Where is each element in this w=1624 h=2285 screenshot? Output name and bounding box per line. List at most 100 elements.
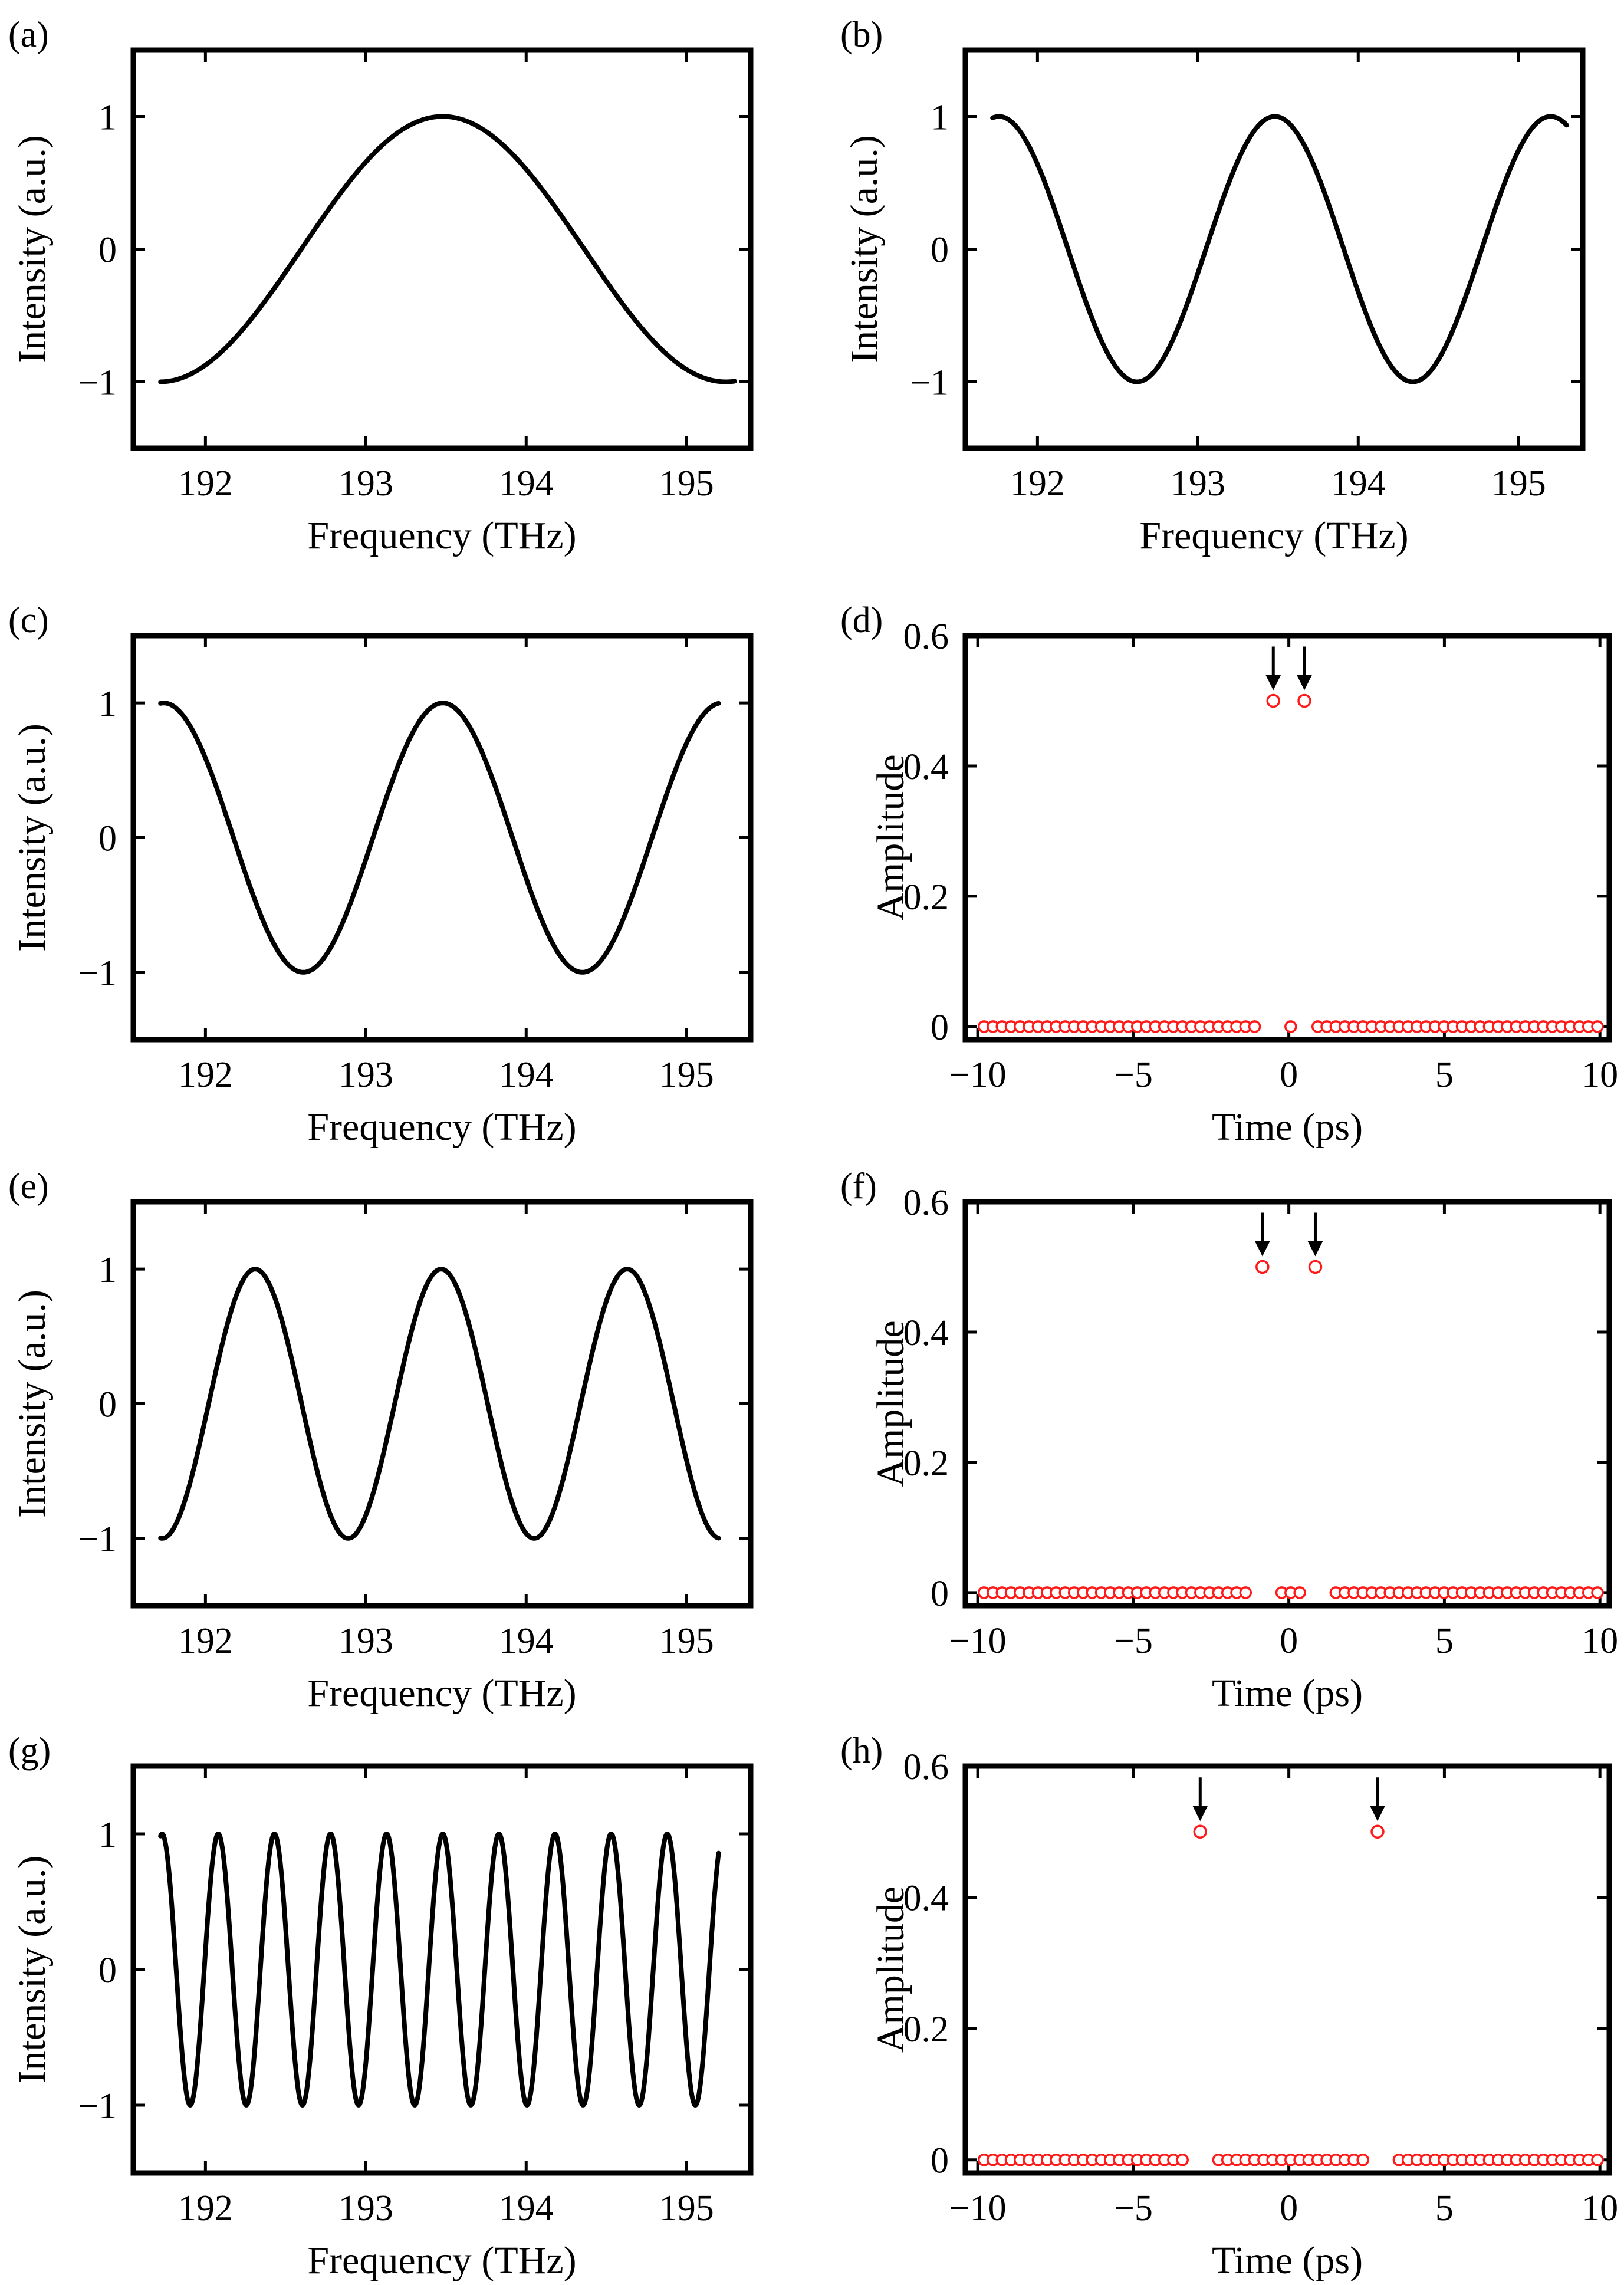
series-line (158, 701, 721, 975)
x-axis-title: Time (ps) (1212, 1672, 1363, 1715)
x-tick-label: −5 (1114, 2188, 1153, 2228)
x-tick-label: 194 (499, 1055, 554, 1095)
x-tick-label: 195 (659, 1621, 714, 1661)
y-tick-label: 0.6 (903, 617, 949, 657)
panel-c: (c) 192 193 194 195 1 0 −1 Frequency (THz) Intens… (8, 600, 754, 1149)
y-tick-label: 0 (931, 231, 949, 271)
peak-arrow-head (1369, 1806, 1385, 1822)
x-tick-label: 5 (1435, 1621, 1454, 1661)
peak-point (1308, 1260, 1323, 1274)
x-tick-label: 195 (659, 463, 714, 504)
x-axis-title: Time (ps) (1212, 1106, 1363, 1149)
panel-label: (f) (840, 1166, 877, 1206)
data-point (1591, 1020, 1604, 1033)
peak-point (1255, 1260, 1270, 1274)
peak-arrow-head (1297, 675, 1313, 691)
x-tick-label: 194 (1331, 463, 1386, 504)
y-tick-label: 1 (98, 1250, 117, 1290)
panel-label: (g) (8, 1731, 51, 1771)
panel-label: (e) (8, 1166, 49, 1206)
y-tick-label: 0.2 (903, 877, 949, 918)
x-tick-label: 193 (338, 1055, 393, 1095)
panel-d: (d) −10 −5 0 5 10 0.6 0.4 0.2 0 Time (ps) Amplitude (840, 600, 1618, 1149)
x-axis-title: Time (ps) (1212, 2239, 1363, 2282)
data-point (1239, 1586, 1252, 1599)
x-tick-label: 192 (1010, 463, 1065, 504)
peak-point (1193, 1824, 1208, 1839)
panel-label: (a) (8, 15, 49, 55)
x-tick-label: 10 (1582, 1621, 1618, 1661)
x-tick-label: 5 (1435, 1055, 1454, 1095)
y-axis-title: Amplitude (869, 1886, 912, 2053)
data-point (1356, 2153, 1369, 2166)
plot-frame (130, 633, 754, 1043)
x-axis-title: Frequency (THz) (307, 514, 576, 557)
plot-frame (962, 1199, 1612, 1609)
panel-e: (e) 192 193 194 195 1 0 −1 Frequency (THz) Intens… (8, 1166, 754, 1715)
panel-g: (g) 192 193 194 195 1 0 −1 Frequency (THz) Intens… (8, 1731, 754, 2282)
y-tick-label: 1 (98, 98, 117, 138)
x-tick-label: 192 (178, 1055, 233, 1095)
x-tick-label: −10 (949, 2188, 1007, 2228)
data-point (1284, 1020, 1297, 1033)
y-tick-label: −1 (78, 954, 117, 994)
plot-frame (130, 1199, 754, 1609)
y-tick-label: −1 (78, 363, 117, 403)
y-tick-label: 0.4 (903, 1879, 949, 1919)
x-tick-label: 195 (659, 1055, 714, 1095)
y-tick-label: 1 (931, 98, 949, 138)
x-tick-label: 0 (1280, 1621, 1298, 1661)
plot-frame (130, 1763, 754, 2176)
data-point (1591, 1586, 1604, 1599)
x-tick-label: 0 (1280, 2188, 1298, 2228)
y-tick-label: −1 (78, 2086, 117, 2126)
y-axis-title: Intensity (a.u.) (843, 135, 886, 363)
series-line (990, 114, 1569, 384)
panel-f: (f) −10 −5 0 5 10 0.6 0.4 0.2 0 Time (ps) Amplitude (840, 1166, 1618, 1715)
x-tick-label: 5 (1435, 2188, 1454, 2228)
panel-h: (h) −10 −5 0 5 10 0.6 0.4 0.2 0 Time (ps) Amplitude (840, 1731, 1618, 2282)
y-tick-label: −1 (910, 363, 949, 403)
x-tick-label: 193 (338, 2188, 393, 2228)
y-tick-label: 0.6 (903, 1183, 949, 1223)
plot-frame (962, 47, 1586, 451)
y-tick-label: 0 (931, 2141, 949, 2181)
x-axis-title: Frequency (THz) (307, 1672, 576, 1715)
x-tick-label: 194 (499, 2188, 554, 2228)
peak-point (1297, 693, 1311, 708)
y-axis-title: Intensity (a.u.) (11, 724, 54, 952)
x-tick-label: −10 (949, 1055, 1007, 1095)
data-point (1591, 2153, 1604, 2166)
series-line (158, 1267, 721, 1541)
x-tick-label: −5 (1114, 1621, 1153, 1661)
y-tick-label: 0 (98, 231, 117, 271)
data-point (1248, 1020, 1261, 1033)
x-tick-label: 10 (1582, 2188, 1618, 2228)
peak-point (1370, 1824, 1385, 1839)
y-axis-title: Amplitude (869, 754, 912, 920)
y-tick-label: 0 (931, 1008, 949, 1048)
data-point (1176, 2153, 1189, 2166)
y-tick-label: 1 (98, 684, 117, 724)
panel-label: (b) (840, 15, 883, 55)
y-tick-label: 0 (98, 1385, 117, 1425)
y-tick-label: 0.4 (903, 747, 949, 787)
panel-label: (c) (8, 600, 49, 640)
x-tick-label: 10 (1582, 1055, 1618, 1095)
y-tick-label: 0 (931, 1574, 949, 1614)
panel-a: (a) 192 193 194 195 1 0 −1 Frequency (THz) Intens… (8, 15, 754, 557)
x-tick-label: 192 (178, 463, 233, 504)
x-tick-label: 193 (338, 1621, 393, 1661)
y-axis-title: Intensity (a.u.) (11, 1290, 54, 1518)
y-axis-title: Intensity (a.u.) (11, 135, 54, 363)
peak-point (1266, 693, 1281, 708)
series-line (158, 114, 737, 384)
y-tick-label: 0.4 (903, 1313, 949, 1353)
x-tick-label: 0 (1280, 1055, 1298, 1095)
x-tick-label: 194 (499, 1621, 554, 1661)
x-tick-label: 195 (659, 2188, 714, 2228)
panel-label: (h) (840, 1731, 883, 1771)
x-tick-label: 194 (499, 463, 554, 504)
panel-b: (b) 192 193 194 195 1 0 −1 Frequency (THz) Intens… (840, 15, 1586, 557)
